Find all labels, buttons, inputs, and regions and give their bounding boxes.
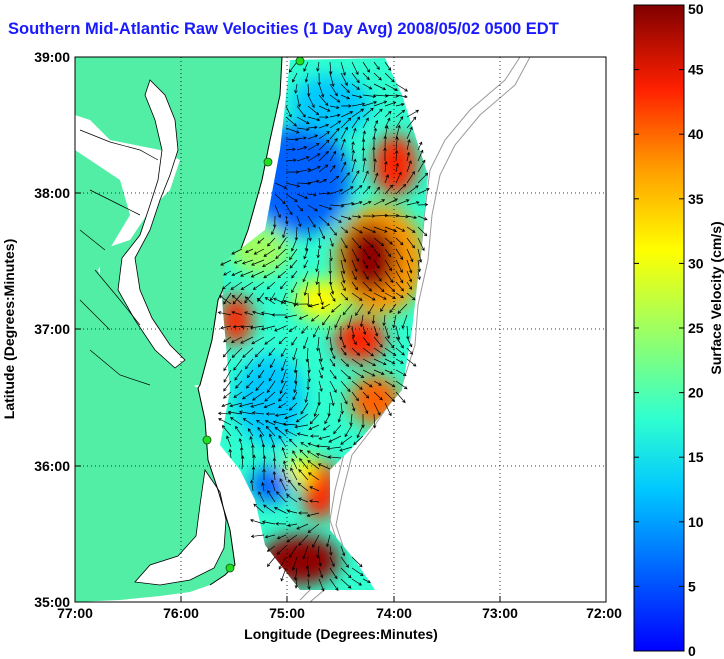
map-title: Southern Mid-Atlantic Raw Velocities (1 … — [8, 20, 559, 38]
colorbar — [633, 4, 685, 652]
x-tick-label: 75:00 — [269, 605, 305, 621]
colorbar-tick-label: 5 — [688, 578, 696, 594]
chesapeake-bay — [117, 79, 186, 369]
colorbar-tick-label: 10 — [688, 514, 704, 530]
colorbar-tick-label: 20 — [688, 385, 704, 401]
land-delmarva — [75, 57, 282, 390]
x-tick-label: 73:00 — [482, 605, 518, 621]
colorbar-tick-label: 45 — [688, 62, 704, 78]
y-axis-label: Latitude (Degrees:Minutes) — [1, 239, 17, 419]
colorbar-tick-label: 35 — [688, 191, 704, 207]
inner-shoreline — [79, 129, 159, 386]
pamlico-sound — [134, 468, 227, 586]
velocity-vectors — [217, 61, 430, 592]
y-tick-label: 35:00 — [34, 594, 70, 610]
y-tick-label: 37:00 — [34, 321, 70, 337]
colorbar-tick-label: 30 — [688, 255, 704, 271]
y-tick-label: 36:00 — [34, 458, 70, 474]
x-axis-label: Longitude (Degrees:Minutes) — [244, 626, 438, 642]
land-southeast — [75, 150, 235, 602]
x-tick-label: 74:00 — [376, 605, 412, 621]
bathymetry-contour-2 — [309, 57, 531, 602]
station-marker — [225, 563, 235, 573]
colorbar-tick-label: 15 — [688, 449, 704, 465]
coastline — [197, 57, 283, 586]
colorbar-ticks: 0 5 10 15 20 25 30 35 40 45 50 — [634, 1, 704, 659]
station-marker — [263, 157, 273, 167]
x-tick-label: 72:00 — [586, 605, 622, 621]
colorbar-tick-label: 40 — [688, 126, 704, 142]
colorbar-tick-label: 50 — [688, 1, 704, 17]
y-tick-label: 39:00 — [34, 49, 70, 65]
y-tick-label: 38:00 — [34, 185, 70, 201]
colorbar-tick-label: 0 — [688, 643, 696, 659]
gridlines — [75, 57, 606, 602]
station-marker — [202, 435, 212, 445]
colorbar-tick-label: 25 — [688, 320, 704, 336]
velocity-arrows — [217, 61, 430, 592]
x-tick-label: 76:00 — [163, 605, 199, 621]
colorbar-label: Surface Velocity (cm/s) — [708, 221, 724, 374]
x-tick-label: 77:00 — [57, 605, 93, 621]
station-marker — [295, 57, 305, 66]
